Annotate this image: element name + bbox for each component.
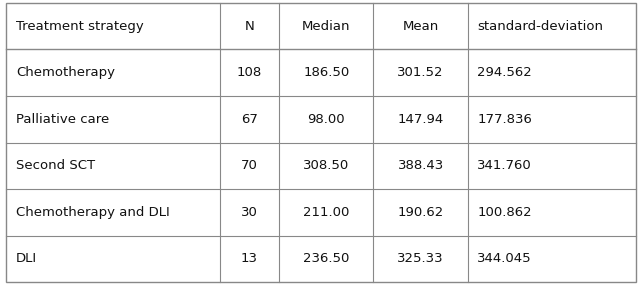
Text: 30: 30 (241, 206, 258, 219)
Text: 186.50: 186.50 (303, 66, 349, 79)
Text: Mean: Mean (403, 20, 438, 32)
Text: 344.045: 344.045 (478, 253, 532, 265)
Text: Palliative care: Palliative care (16, 113, 109, 126)
Text: 13: 13 (241, 253, 258, 265)
Text: 108: 108 (237, 66, 262, 79)
Text: Chemotherapy and DLI: Chemotherapy and DLI (16, 206, 169, 219)
Text: 70: 70 (241, 159, 258, 172)
Text: 98.00: 98.00 (308, 113, 345, 126)
Text: 211.00: 211.00 (303, 206, 349, 219)
Text: Median: Median (302, 20, 351, 32)
Text: Treatment strategy: Treatment strategy (16, 20, 144, 32)
Text: 177.836: 177.836 (478, 113, 532, 126)
Text: 147.94: 147.94 (397, 113, 444, 126)
Text: 325.33: 325.33 (397, 253, 444, 265)
Text: 100.862: 100.862 (478, 206, 532, 219)
Text: 301.52: 301.52 (397, 66, 444, 79)
Text: 308.50: 308.50 (303, 159, 349, 172)
Text: Second SCT: Second SCT (16, 159, 95, 172)
Text: 67: 67 (241, 113, 258, 126)
Text: standard-deviation: standard-deviation (478, 20, 603, 32)
Text: 341.760: 341.760 (478, 159, 532, 172)
Text: 190.62: 190.62 (397, 206, 444, 219)
Text: N: N (245, 20, 254, 32)
Text: 294.562: 294.562 (478, 66, 532, 79)
Text: 236.50: 236.50 (303, 253, 349, 265)
Text: 388.43: 388.43 (397, 159, 444, 172)
Text: DLI: DLI (16, 253, 37, 265)
Text: Chemotherapy: Chemotherapy (16, 66, 115, 79)
